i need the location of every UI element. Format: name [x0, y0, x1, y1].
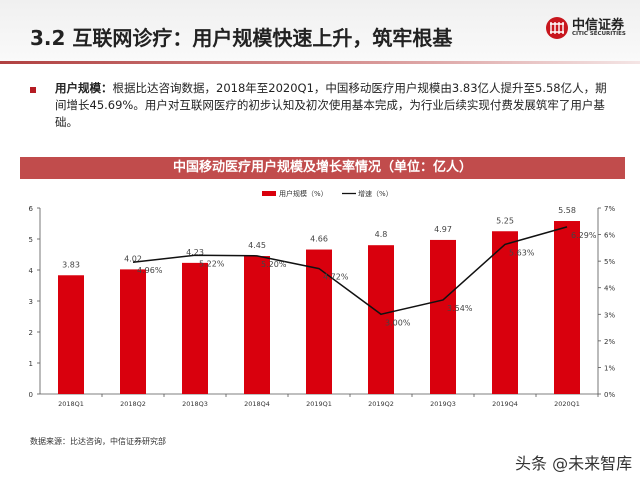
- source-note: 数据来源：比达咨询，中信证券研究部: [30, 437, 166, 446]
- bar-2019Q2: [368, 245, 394, 394]
- body-content: 根据比达咨询数据，2018年至2020Q1，中国移动医疗用户规模由3.83亿人提…: [55, 81, 607, 129]
- legend-bar-swatch: [262, 191, 276, 196]
- left-tick-label: 2: [29, 329, 33, 337]
- x-tick-label: 2018Q2: [120, 400, 146, 408]
- legend-line-label: 增速（%）: [358, 189, 393, 198]
- growth-value-label: 5.22%: [199, 259, 225, 268]
- bar-value-label: 4.8: [375, 230, 388, 239]
- right-tick-label: 6%: [604, 232, 615, 240]
- right-tick-label: 5%: [604, 258, 615, 266]
- x-tick-label: 2019Q4: [492, 400, 518, 408]
- bar-value-label: 3.83: [62, 260, 80, 269]
- logo-en: CITIC SECURITIES: [572, 30, 626, 37]
- page-title: 3.2 互联网诊疗：用户规模快速上升，筑牢根基: [30, 26, 453, 50]
- bar-value-label: 4.66: [310, 235, 328, 244]
- x-tick-label: 2018Q1: [58, 400, 84, 408]
- bar-2018Q4: [244, 256, 270, 394]
- logo-cn: 中信证券: [572, 17, 625, 33]
- right-tick-label: 0%: [604, 391, 615, 399]
- left-tick-label: 5: [29, 236, 33, 244]
- watermark: 头条 @未来智库: [515, 454, 633, 473]
- growth-value-label: 6.29%: [571, 231, 597, 240]
- growth-line: [132, 226, 568, 316]
- growth-value-label: 4.96%: [137, 266, 163, 275]
- bar-value-label: 4.97: [434, 225, 452, 234]
- body-label: 用户规模：: [55, 81, 113, 95]
- x-tick-label: 2019Q1: [306, 400, 332, 408]
- right-tick-label: 1%: [604, 364, 615, 372]
- body-text: 用户规模：根据比达咨询数据，2018年至2020Q1，中国移动医疗用户规模由3.…: [55, 80, 615, 131]
- growth-value-label: 4.72%: [323, 273, 349, 282]
- x-tick-label: 2019Q3: [430, 400, 456, 408]
- legend-bar-label: 用户规模（%）: [279, 189, 328, 198]
- chart-title: 中国移动医疗用户规模及增长率情况（单位：亿人）: [20, 157, 625, 179]
- left-tick-label: 3: [29, 298, 33, 306]
- legend: 用户规模（%） 增速（%）: [262, 189, 393, 198]
- bullet-icon: [30, 87, 36, 93]
- bar-2019Q1: [306, 249, 332, 394]
- bar-2018Q3: [182, 262, 208, 394]
- x-tick-label: 2018Q4: [244, 400, 270, 408]
- header-background: [0, 0, 640, 62]
- left-tick-label: 6: [29, 205, 34, 213]
- left-tick-label: 1: [29, 360, 33, 368]
- bar-value-label: 4.45: [248, 241, 266, 250]
- x-tick-label: 2020Q1: [554, 400, 580, 408]
- right-tick-label: 3%: [604, 311, 615, 319]
- x-tick-label: 2019Q2: [368, 400, 394, 408]
- growth-value-label: 3.00%: [385, 318, 411, 327]
- bar-2019Q3: [430, 239, 456, 394]
- bar-2020Q1: [554, 221, 580, 394]
- growth-value-label: 3.54%: [447, 304, 473, 313]
- bar-value-label: 4.02: [124, 254, 142, 263]
- bar-2018Q2: [120, 269, 146, 394]
- header-divider: [0, 61, 640, 64]
- left-tick-label: 4: [29, 267, 34, 275]
- right-tick-label: 2%: [604, 338, 615, 346]
- right-tick-label: 4%: [604, 285, 615, 293]
- growth-value-label: 5.20%: [261, 260, 287, 269]
- left-tick-label: 0: [29, 391, 33, 399]
- bar-2018Q1: [58, 275, 84, 394]
- x-tick-label: 2018Q3: [182, 400, 208, 408]
- citic-logo: 中信证券 CITIC SECURITIES: [545, 16, 626, 40]
- growth-value-label: 5.63%: [509, 248, 535, 257]
- bar-value-label: 4.23: [186, 248, 204, 257]
- bar-2019Q4: [492, 231, 518, 394]
- bar-value-label: 5.58: [558, 206, 576, 215]
- bar-value-label: 5.25: [496, 216, 514, 225]
- right-tick-label: 7%: [604, 205, 615, 213]
- citic-logo-icon: [546, 17, 568, 39]
